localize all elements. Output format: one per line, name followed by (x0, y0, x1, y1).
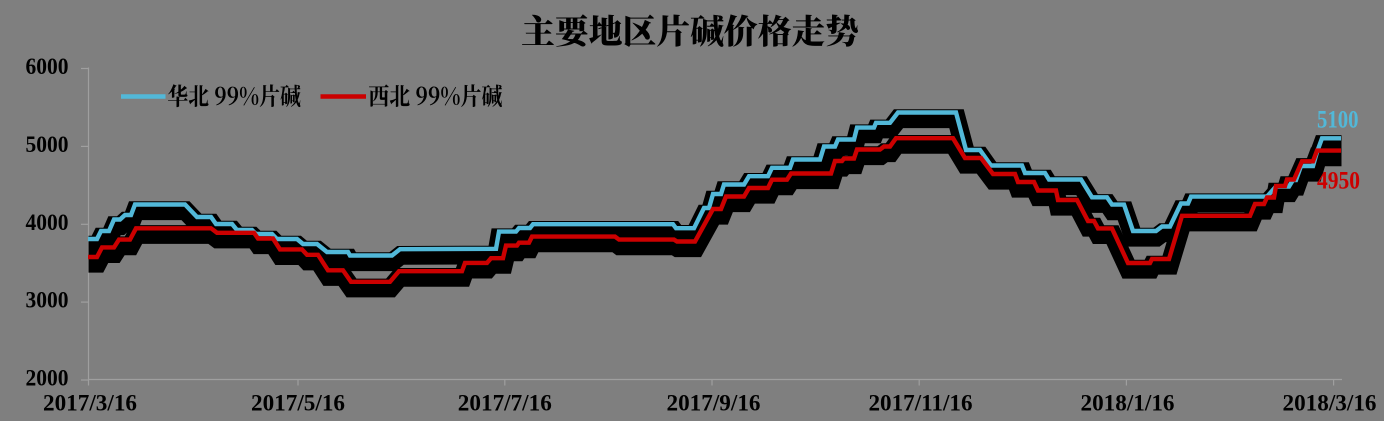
svg-text:5000: 5000 (26, 132, 69, 157)
svg-text:5100: 5100 (1317, 105, 1359, 134)
svg-text:2017/11/16: 2017/11/16 (869, 390, 973, 415)
svg-text:3000: 3000 (26, 288, 69, 313)
svg-text:2017/3/16: 2017/3/16 (43, 390, 137, 415)
svg-text:2018/1/16: 2018/1/16 (1081, 390, 1175, 415)
svg-text:2017/5/16: 2017/5/16 (251, 390, 345, 415)
svg-text:4000: 4000 (26, 210, 69, 235)
svg-text:4950: 4950 (1317, 166, 1360, 195)
svg-text:6000: 6000 (26, 54, 69, 79)
svg-text:2017/9/16: 2017/9/16 (667, 390, 761, 415)
svg-text:2017/7/16: 2017/7/16 (458, 390, 552, 415)
svg-text:2018/3/16: 2018/3/16 (1283, 390, 1377, 415)
svg-text:2000: 2000 (26, 366, 69, 391)
